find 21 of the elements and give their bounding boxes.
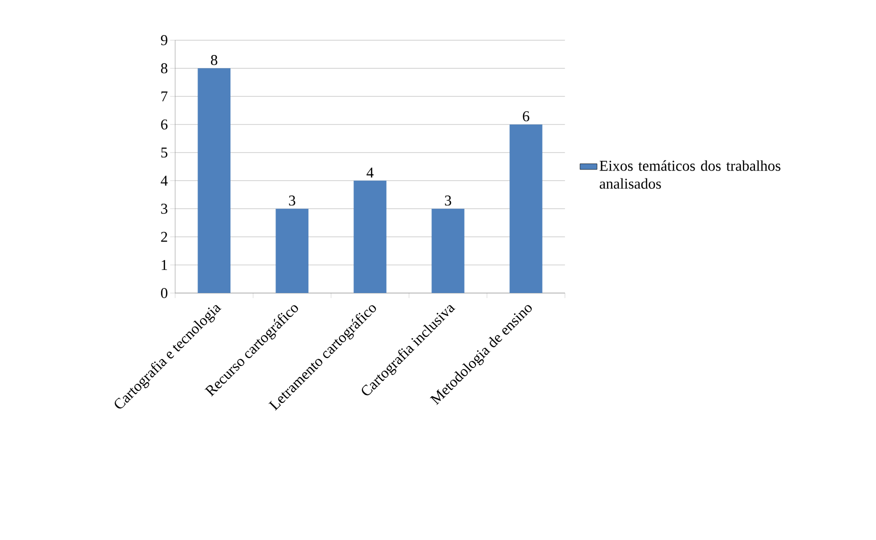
bar <box>432 208 464 293</box>
data-label: 3 <box>289 195 296 206</box>
y-tick-label: 3 <box>161 204 168 214</box>
y-tick-label: 5 <box>161 148 168 158</box>
data-label: 3 <box>444 195 452 206</box>
y-tick-label: 7 <box>161 91 168 102</box>
y-tick-label: 0 <box>161 288 168 298</box>
bar <box>354 180 386 293</box>
y-tick-label: 4 <box>160 176 168 186</box>
y-tick-label: 6 <box>161 119 168 130</box>
data-label: 4 <box>366 168 374 178</box>
y-tick-label: 9 <box>160 35 168 46</box>
legend-label: Eixos temáticos dos trabalhos analisados <box>600 160 780 189</box>
bar <box>198 68 230 293</box>
y-tick-label: 1 <box>162 260 168 270</box>
data-label: 8 <box>210 54 218 66</box>
y-tick-label: 2 <box>161 232 168 242</box>
y-tick-label: 8 <box>161 63 168 74</box>
bar <box>510 124 542 293</box>
bar <box>276 208 308 293</box>
data-label: 6 <box>522 111 530 122</box>
